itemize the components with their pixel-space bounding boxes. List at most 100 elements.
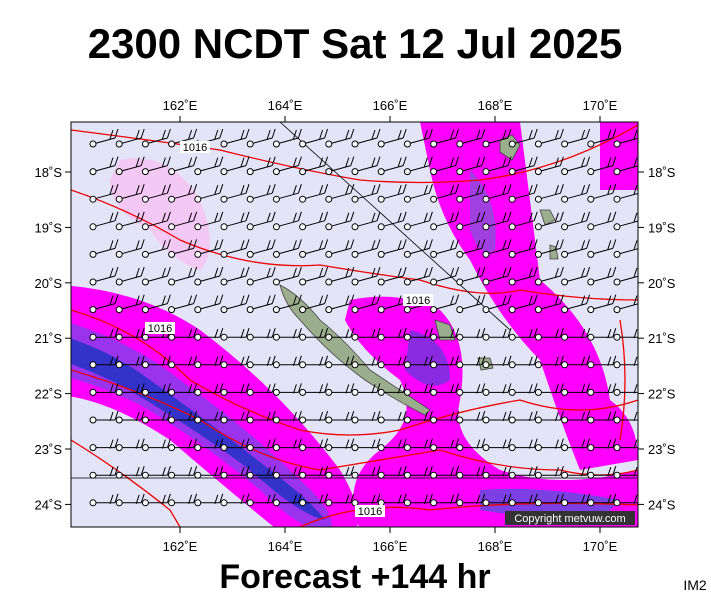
barb-station (534, 333, 542, 341)
barb-flag (245, 294, 250, 304)
barb-flag (109, 267, 114, 278)
barb-shaft (485, 303, 509, 311)
barb-station (403, 499, 411, 507)
wind-barb (220, 383, 250, 396)
barb-station (299, 168, 307, 176)
wind-barb (168, 294, 198, 314)
wind-barb (115, 466, 145, 479)
barb-station (456, 140, 464, 148)
barb-flag (140, 355, 145, 365)
wind-barb (587, 410, 617, 424)
barb-flag (481, 211, 486, 221)
barb-flag (188, 356, 193, 366)
barb-shaft (485, 220, 509, 228)
barb-flag (214, 439, 219, 449)
barb-flag (502, 157, 507, 167)
wind-barb (246, 156, 276, 176)
barb-station (115, 416, 123, 424)
barb-flag (161, 356, 166, 366)
barb-station (141, 223, 149, 231)
barb-flag (345, 212, 350, 222)
barb-flag (481, 466, 486, 476)
barb-flag (423, 494, 428, 504)
barb-shaft (590, 220, 613, 228)
barb-flag (376, 156, 381, 166)
barb-station (430, 361, 438, 369)
wind-barb (89, 294, 119, 314)
barb-shaft (354, 303, 378, 311)
wind-barb (587, 266, 617, 286)
barb-flag (397, 439, 402, 449)
barb-flag (455, 239, 460, 249)
barb-station (561, 306, 569, 314)
barb-station (220, 306, 228, 314)
barb-station (377, 223, 385, 231)
barb-flag (350, 438, 355, 448)
barb-station (168, 140, 176, 148)
barb-flag (214, 129, 219, 140)
barb-station (220, 140, 228, 148)
barb-shaft (433, 275, 456, 283)
wind-barb (299, 438, 329, 452)
barb-station (482, 471, 490, 479)
wind-barb (613, 329, 638, 341)
barb-flag (586, 184, 591, 194)
wind-barb (194, 493, 224, 507)
barb-flag (319, 267, 324, 278)
barb-station (508, 444, 516, 452)
barb-shaft (92, 137, 116, 145)
barb-flag (319, 494, 324, 504)
barb-shaft (171, 165, 194, 173)
wind-barb (194, 328, 224, 341)
barb-flag (140, 156, 145, 166)
barb-shaft (433, 220, 456, 228)
wind-barb (534, 294, 564, 314)
barb-flag (581, 212, 586, 222)
barb-shaft (407, 220, 430, 228)
barb-station (561, 444, 569, 452)
barb-shaft (197, 275, 220, 283)
barb-flag (324, 328, 329, 338)
barb-flag (507, 383, 512, 393)
axis-labels: 162˚E 162˚E 164˚E 164˚E 166˚E 166˚E 168˚E 168˚E… (35, 98, 676, 554)
barb-flag (109, 212, 114, 222)
wind-barb (351, 239, 381, 258)
barb-station (351, 250, 359, 258)
barb-flag (476, 356, 481, 366)
barb-flag (428, 355, 433, 365)
wind-barb (141, 438, 171, 452)
wind-barb (430, 355, 460, 369)
barb-shaft (564, 275, 587, 283)
barb-flag (481, 239, 486, 249)
lat-label: 19˚S (35, 220, 63, 235)
wind-barb (403, 239, 433, 258)
wind-barb (561, 211, 591, 231)
barb-flag (554, 494, 559, 504)
barb-flag (297, 294, 302, 304)
wind-barb (246, 294, 276, 314)
wind-barb (220, 438, 250, 452)
barb-shaft (145, 192, 168, 200)
barb-shaft (197, 192, 220, 200)
barb-flag (114, 466, 119, 476)
barb-flag (559, 211, 564, 221)
wind-barb (587, 493, 617, 507)
wind-barb (456, 355, 486, 369)
barb-flag (371, 356, 376, 366)
barb-flag (607, 240, 612, 250)
barb-station (403, 278, 411, 286)
wind-barb (194, 294, 224, 314)
barb-flag (214, 157, 219, 167)
barb-flag (240, 157, 245, 167)
barb-station (534, 361, 542, 369)
barb-shaft (302, 165, 325, 173)
wind-barb (194, 410, 224, 424)
barb-flag (345, 267, 350, 278)
barb-shaft (485, 192, 509, 200)
barb-flag (481, 294, 486, 304)
barb-station (141, 333, 149, 341)
barb-flag (350, 383, 355, 393)
barb-shaft (590, 275, 613, 283)
wind-barb (168, 328, 198, 341)
barb-flag (581, 494, 586, 504)
